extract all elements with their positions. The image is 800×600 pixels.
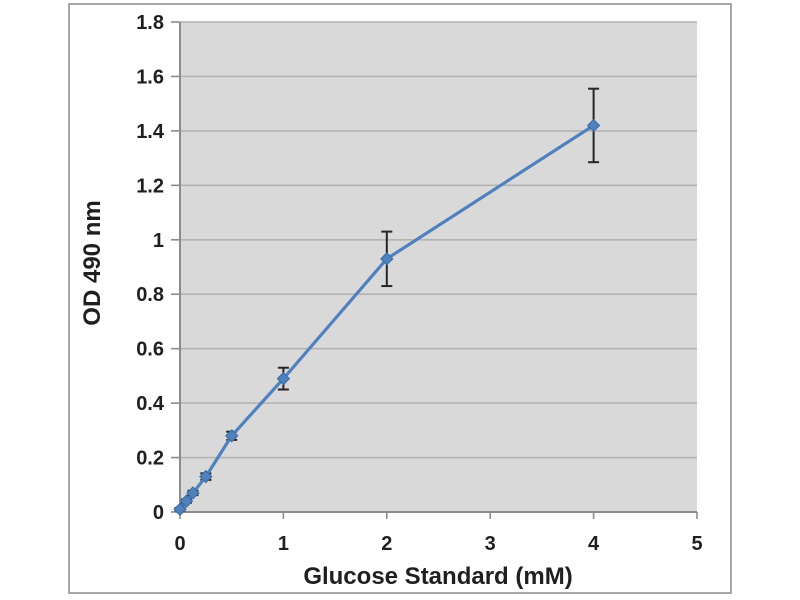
- data-point-marker: [276, 371, 291, 386]
- x-tick-label: 2: [381, 533, 392, 555]
- y-tick-label: 0.6: [136, 339, 164, 361]
- data-point-marker: [199, 469, 213, 484]
- y-tick-label: 1.4: [136, 121, 165, 143]
- y-tick-label: 1.8: [136, 12, 164, 34]
- data-point-marker: [586, 118, 601, 133]
- y-tick-label: 1.2: [136, 175, 164, 197]
- x-tick-label: 5: [691, 533, 702, 555]
- data-point-marker: [186, 486, 200, 500]
- x-tick-label: 3: [485, 533, 496, 555]
- y-tick-label: 0: [153, 502, 164, 524]
- y-tick-label: 0.4: [136, 393, 165, 415]
- chart-card: OD 490 nm Glucose Standard (mM) 0 0.2 0.4 0…: [68, 3, 732, 594]
- x-tick-label: 4: [588, 533, 600, 555]
- data-point-marker: [173, 502, 187, 516]
- data-point-marker: [380, 252, 394, 266]
- y-axis-title: OD 490 nm: [79, 200, 106, 325]
- y-tick-label: 1.6: [136, 66, 164, 88]
- y-tick-label: 1: [153, 230, 164, 252]
- data-point-marker: [224, 429, 239, 443]
- data-point-marker: [179, 494, 194, 508]
- x-axis-title: Glucose Standard (mM): [303, 563, 572, 590]
- y-tick-label: 0.8: [136, 284, 164, 306]
- y-tick-label: 0.2: [136, 448, 164, 470]
- plot-area: [180, 22, 697, 512]
- glucose-standard-curve-chart: OD 490 nm Glucose Standard (mM) 0 0.2 0.4 0…: [79, 12, 703, 590]
- x-tick-label: 1: [278, 533, 289, 555]
- x-tick-label: 0: [174, 533, 185, 555]
